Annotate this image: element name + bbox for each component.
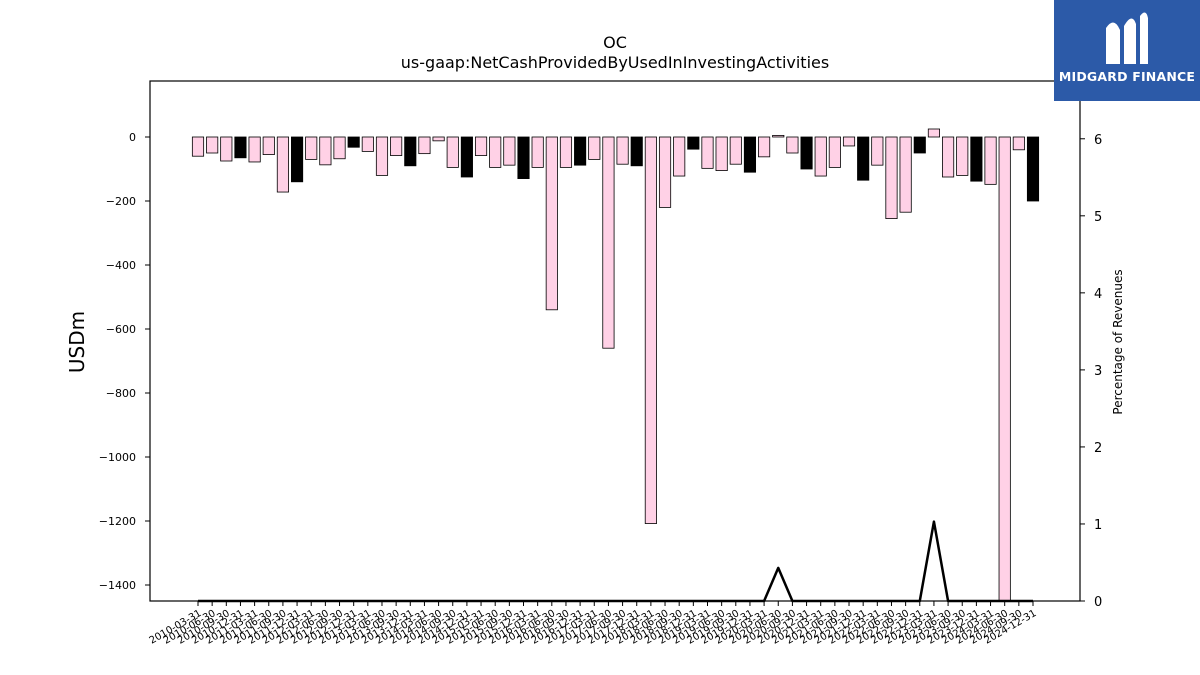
bar-2020-06-30 — [772, 134, 785, 138]
bar-2021-09-30 — [842, 136, 856, 147]
x-axis-ticks: 2010-03-312010-06-302010-09-302010-12-31… — [148, 601, 1039, 647]
bar-2023-09-30 — [956, 136, 969, 176]
bar-2019-09-30 — [729, 136, 742, 165]
bar-2014-06-30 — [432, 136, 445, 142]
plot-frame — [149, 80, 1081, 602]
bar-2015-12-31 — [517, 136, 530, 179]
bar-2010-06-30 — [206, 136, 219, 154]
y-tick-label: −1200 — [99, 515, 136, 528]
bar-2022-03-31 — [871, 136, 884, 166]
bar-2014-09-30 — [446, 136, 459, 168]
y-tick-label: −600 — [106, 323, 136, 336]
y2-axis-ticks: 0 1 2 3 4 5 6 — [1080, 133, 1102, 610]
bar-2018-06-30 — [658, 136, 672, 208]
bar-2018-09-30 — [673, 136, 686, 177]
bar-2021-06-30 — [828, 136, 841, 168]
bar-2024-12-31 — [1026, 136, 1040, 202]
bar-2015-09-30 — [503, 136, 516, 166]
bar-2018-12-31 — [687, 136, 700, 150]
bar-2016-09-30 — [559, 136, 573, 168]
bar-2020-03-31 — [758, 136, 771, 158]
y2-axis-label: Percentage of Revenues — [1111, 269, 1125, 414]
line-group — [198, 520, 1033, 603]
bar-2017-12-31 — [630, 136, 643, 167]
bar-2016-06-30 — [545, 136, 558, 311]
bar-2021-12-31 — [857, 136, 870, 181]
bar-2012-03-31 — [305, 136, 318, 160]
bar-2017-06-30 — [602, 136, 615, 349]
logo-text: MIDGARD FINANCE — [1058, 69, 1196, 84]
bar-2022-09-30 — [899, 136, 912, 213]
bar-2024-09-30 — [1012, 136, 1025, 151]
y-tick-label: −1000 — [99, 451, 136, 464]
bar-2010-12-31 — [234, 136, 247, 159]
bar-2011-09-30 — [276, 136, 289, 193]
bar-2011-12-31 — [291, 136, 304, 183]
y-tick-label: −800 — [106, 387, 136, 400]
bar-2012-09-30 — [333, 136, 346, 160]
bar-2014-03-31 — [418, 136, 431, 155]
midgard-finance-logo: MIDGARD FINANCE — [1054, 0, 1200, 101]
bar-2013-03-31 — [361, 136, 374, 152]
bar-2021-03-31 — [814, 136, 827, 177]
bar-2024-03-31 — [984, 136, 997, 185]
chart-subtitle: us-gaap:NetCashProvidedByUsedInInvesting… — [401, 53, 829, 72]
bar-2015-06-30 — [489, 136, 502, 168]
bar-2018-03-31 — [644, 136, 657, 524]
y-tick-label: 0 — [129, 131, 136, 144]
bar-2020-09-30 — [786, 136, 799, 154]
y2-tick-label: 5 — [1094, 210, 1102, 225]
bars-group — [191, 128, 1040, 602]
bar-2010-03-31 — [191, 136, 205, 157]
y-axis-label: USDm — [65, 311, 89, 373]
bar-2013-09-30 — [390, 136, 403, 156]
y-tick-label: −1400 — [99, 579, 136, 592]
bar-2019-03-31 — [701, 136, 714, 169]
bar-2023-03-31 — [927, 128, 940, 138]
y2-tick-label: 2 — [1094, 441, 1102, 456]
bar-2020-12-31 — [800, 136, 813, 170]
bar-2022-12-31 — [913, 136, 926, 154]
revenue-percentage-line — [198, 520, 1033, 603]
bar-2019-12-31 — [743, 136, 757, 173]
y2-tick-label: 4 — [1094, 287, 1102, 302]
chart-title: OC — [603, 33, 627, 52]
bar-2013-06-30 — [375, 136, 389, 176]
bar-2012-12-31 — [347, 136, 360, 148]
bar-2017-09-30 — [616, 136, 629, 165]
bar-2017-03-31 — [588, 136, 601, 160]
bar-2013-12-31 — [404, 136, 417, 167]
bar-2014-12-31 — [460, 136, 473, 178]
bar-2024-06-30 — [998, 136, 1011, 602]
y2-tick-label: 0 — [1094, 595, 1102, 610]
bar-2010-09-30 — [220, 136, 233, 162]
bar-2016-12-31 — [574, 136, 587, 166]
bar-2019-06-30 — [715, 136, 728, 171]
bar-2015-03-31 — [474, 136, 488, 156]
y2-tick-label: 1 — [1094, 518, 1102, 533]
bar-2011-03-31 — [248, 136, 261, 163]
midgard-logo-icon — [1106, 12, 1148, 65]
y-tick-label: −200 — [106, 195, 136, 208]
bar-2022-06-30 — [885, 136, 898, 219]
y2-tick-label: 6 — [1094, 133, 1102, 148]
y2-tick-label: 3 — [1094, 364, 1102, 379]
y-axis-ticks: 0 −200 −400 −600 −800 −1000 −1200 −1400 — [99, 131, 150, 592]
bar-2011-06-30 — [262, 136, 275, 156]
y-tick-label: −400 — [106, 259, 136, 272]
bar-2012-06-30 — [319, 136, 332, 166]
bar-2023-06-30 — [942, 136, 955, 178]
bar-2023-12-31 — [970, 136, 983, 182]
bar-2016-03-31 — [531, 136, 544, 168]
